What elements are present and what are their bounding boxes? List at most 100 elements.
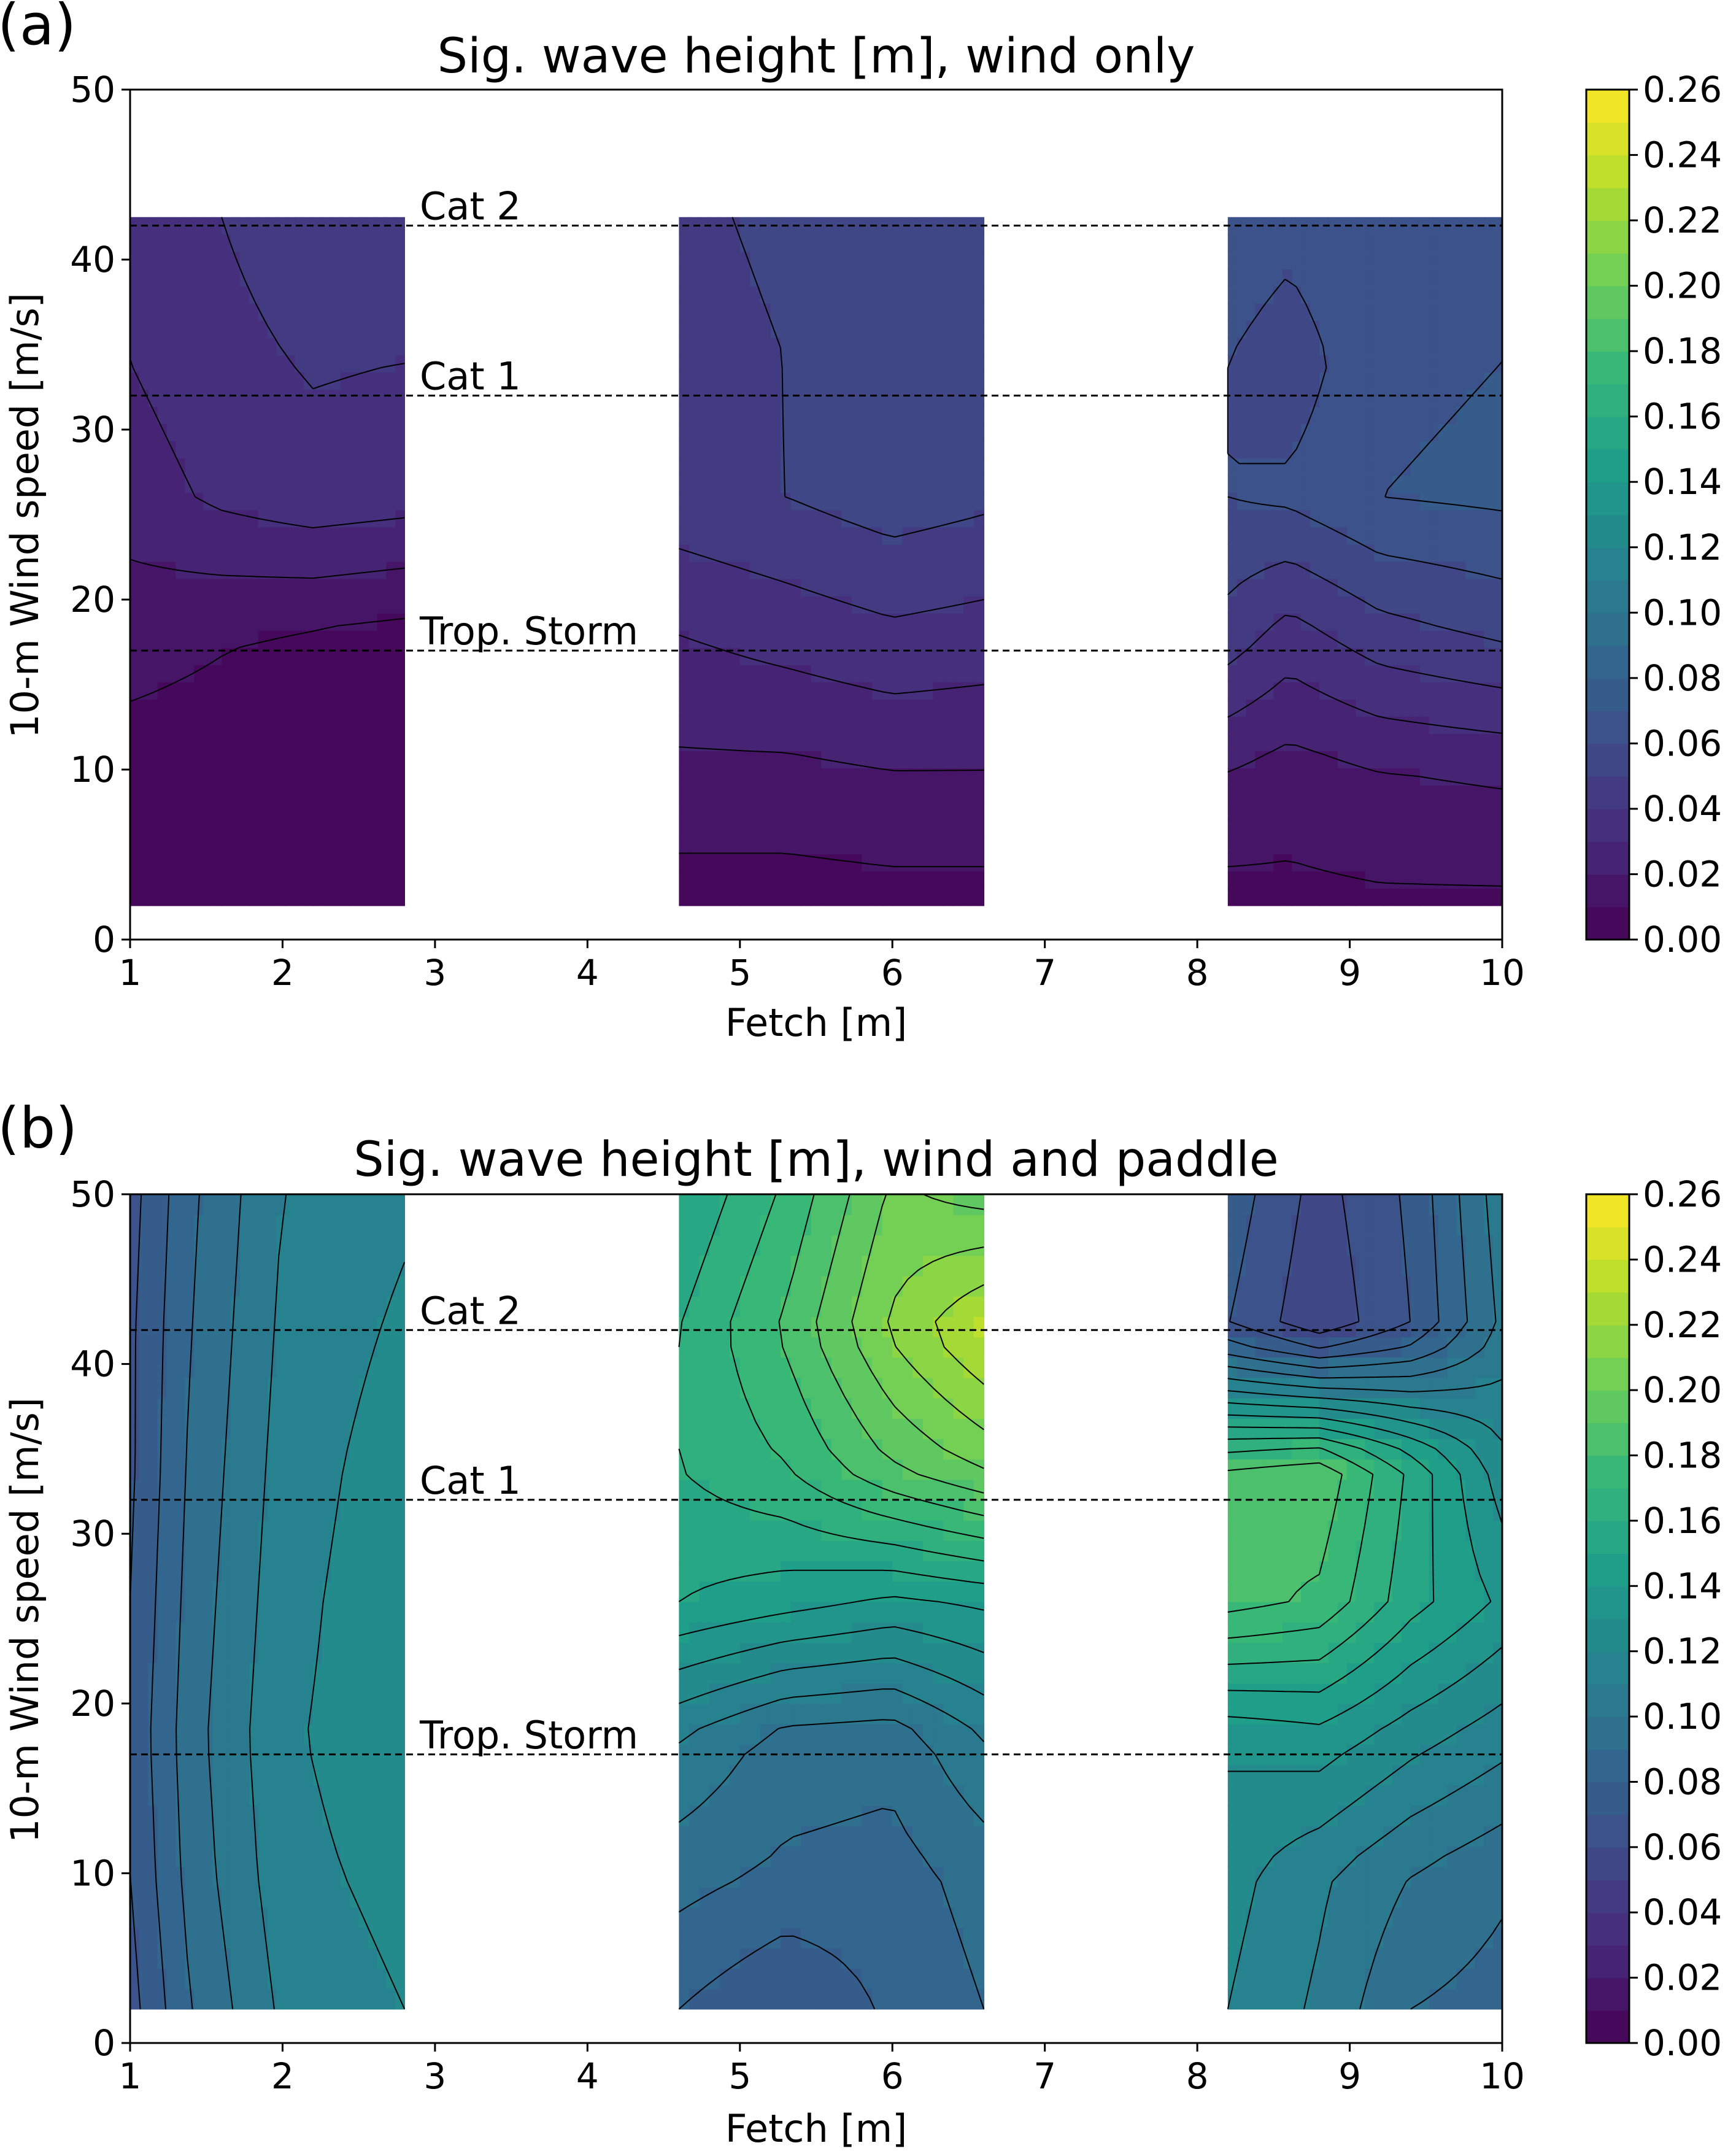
contour-cell xyxy=(212,1988,222,2010)
contour-cell xyxy=(1310,475,1320,493)
contour-cell xyxy=(276,888,287,906)
contour-cell xyxy=(679,406,690,425)
contour-cell xyxy=(304,303,314,321)
contour-cell xyxy=(1346,492,1357,511)
contour-cell xyxy=(203,1215,213,1236)
contour-cell xyxy=(892,285,903,304)
contour-cell xyxy=(1447,355,1457,373)
contour-cell xyxy=(811,303,822,321)
contour-cell xyxy=(313,1886,323,1908)
contour-cell xyxy=(1255,389,1265,407)
colorbar-tick-label: 0.06 xyxy=(1643,722,1722,764)
contour-cell xyxy=(395,372,405,390)
contour-cell xyxy=(304,458,314,476)
contour-cell xyxy=(349,1703,360,1724)
contour-cell xyxy=(1392,647,1402,665)
contour-cell xyxy=(709,595,720,614)
contour-cell xyxy=(851,595,863,614)
contour-cell xyxy=(313,1846,323,1867)
contour-cell xyxy=(679,458,690,476)
contour-cell xyxy=(892,699,903,717)
contour-cell xyxy=(176,1499,186,1521)
contour-cell xyxy=(750,836,761,855)
contour-cell xyxy=(222,527,231,545)
contour-cell xyxy=(249,1561,259,1582)
contour-cell xyxy=(1292,733,1302,751)
contour-cell xyxy=(892,372,903,390)
contour-cell xyxy=(1246,372,1256,390)
contour-cell xyxy=(249,1296,259,1317)
contour-cell xyxy=(148,802,158,821)
contour-cell xyxy=(1301,785,1311,803)
contour-cell xyxy=(760,234,771,252)
contour-cell xyxy=(801,871,812,889)
contour-cell xyxy=(295,1846,305,1867)
contour-cell xyxy=(739,338,751,355)
contour-cell xyxy=(1493,871,1503,889)
contour-cell xyxy=(770,355,781,373)
contour-cell xyxy=(933,630,944,648)
contour-cell xyxy=(340,1337,350,1358)
contour-cell xyxy=(176,1642,186,1664)
contour-cell xyxy=(862,406,873,425)
contour-cell xyxy=(953,854,964,872)
contour-cell xyxy=(801,630,812,648)
contour-cell xyxy=(267,234,277,252)
contour-cell xyxy=(166,1540,177,1562)
contour-cell xyxy=(1356,699,1366,717)
contour-cell xyxy=(313,217,323,235)
contour-cell xyxy=(1301,406,1311,425)
contour-cell xyxy=(1456,699,1467,717)
contour-cell xyxy=(304,578,314,597)
contour-cell xyxy=(267,1255,277,1276)
contour-cell xyxy=(862,733,873,751)
contour-cell xyxy=(166,458,177,476)
contour-cell xyxy=(267,1581,277,1602)
contour-cell xyxy=(395,733,405,751)
contour-cell xyxy=(386,1805,396,1826)
contour-cell xyxy=(709,355,720,373)
contour-cell xyxy=(1484,234,1494,252)
contour-cell xyxy=(1456,234,1467,252)
contour-cell xyxy=(1456,475,1467,493)
contour-cell xyxy=(1493,819,1503,838)
contour-cell xyxy=(1255,372,1265,390)
contour-cell xyxy=(148,1479,158,1500)
contour-cell xyxy=(1246,888,1256,906)
contour-cell xyxy=(770,888,781,906)
contour-cell xyxy=(1227,751,1238,769)
contour-cell xyxy=(1438,785,1448,803)
contour-cell xyxy=(349,303,360,321)
contour-cell xyxy=(1346,355,1357,373)
contour-cell xyxy=(349,509,360,528)
contour-cell xyxy=(821,338,832,355)
contour-cell xyxy=(395,836,405,855)
contour-cell xyxy=(1429,458,1439,476)
contour-cell xyxy=(313,268,323,287)
contour-cell xyxy=(719,871,731,889)
contour-cell xyxy=(386,527,396,545)
contour-cell xyxy=(679,612,690,631)
contour-cell xyxy=(872,854,883,872)
contour-cell xyxy=(1392,802,1402,821)
contour-cell xyxy=(377,217,387,235)
contour-cell xyxy=(811,561,822,579)
contour-cell xyxy=(1410,595,1421,614)
contour-cell xyxy=(194,1642,204,1664)
contour-cell xyxy=(739,355,751,373)
contour-cell xyxy=(395,888,405,906)
contour-cell xyxy=(349,492,360,511)
contour-cell xyxy=(801,1988,812,2010)
contour-cell xyxy=(194,1805,204,1826)
contour-cell xyxy=(689,595,700,614)
contour-cell xyxy=(1475,682,1484,700)
contour-cell xyxy=(295,1886,305,1908)
contour-cell xyxy=(1475,268,1484,287)
contour-cell xyxy=(148,647,158,665)
contour-cell xyxy=(1346,716,1357,734)
contour-cell xyxy=(912,441,924,459)
contour-cell xyxy=(1438,355,1448,373)
contour-cell xyxy=(295,1337,305,1358)
contour-cell xyxy=(349,1622,360,1643)
contour-cell xyxy=(185,527,195,545)
